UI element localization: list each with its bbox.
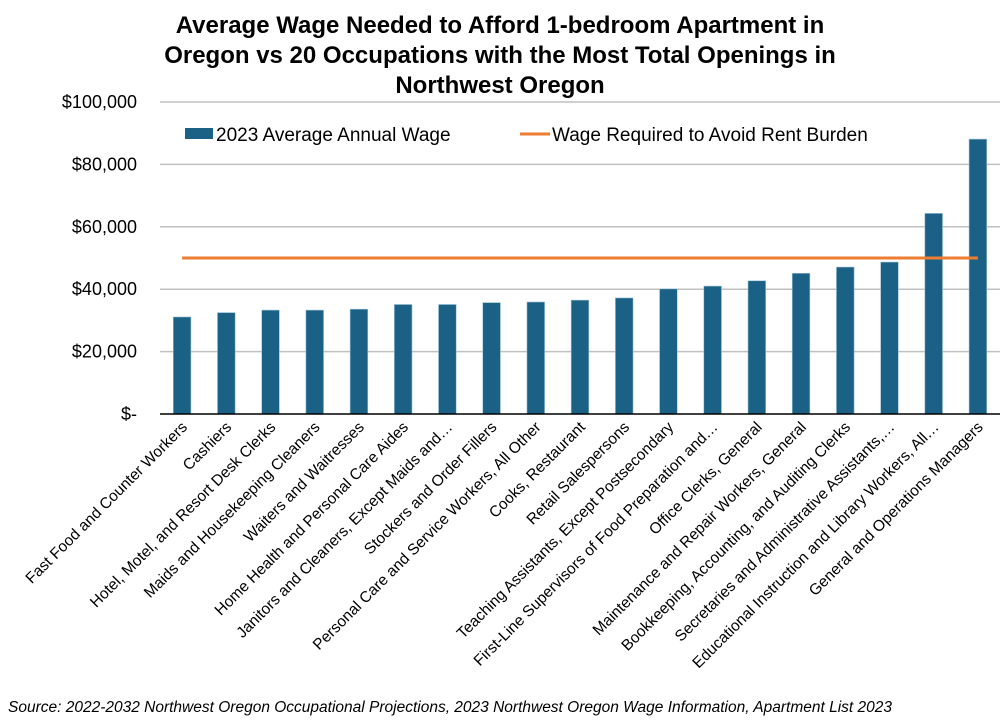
x-axis-labels: Fast Food and Counter WorkersCashiersHot… — [23, 418, 987, 672]
y-tick-label: $- — [121, 404, 137, 424]
bar — [526, 301, 545, 415]
bar — [305, 309, 324, 415]
legend-label-line: Wage Required to Avoid Rent Burden — [552, 125, 868, 146]
bar — [570, 299, 590, 415]
source-note: Source: 2022-2032 Northwest Oregon Occup… — [8, 699, 892, 716]
bar — [438, 304, 457, 415]
legend: 2023 Average Annual Wage Wage Required t… — [185, 125, 868, 146]
y-axis: $- $20,000 $40,000 $60,000 $80,000 $100,000 — [62, 92, 137, 424]
gridlines — [160, 101, 1000, 353]
y-tick-label: $80,000 — [72, 154, 137, 174]
y-tick-label: $40,000 — [72, 279, 137, 299]
bar — [747, 280, 766, 415]
legend-label-bar: 2023 Average Annual Wage — [216, 125, 451, 146]
bar — [172, 316, 192, 415]
chart-title-line-2: Oregon vs 20 Occupations with the Most T… — [164, 42, 836, 69]
bar — [217, 312, 236, 415]
bar-series — [172, 138, 988, 415]
x-tick-label: Fast Food and Counter Workers — [23, 419, 192, 588]
bar — [659, 288, 678, 415]
bar — [880, 261, 899, 415]
chart-title-line-1: Average Wage Needed to Afford 1-bedroom … — [176, 12, 825, 39]
bar — [482, 302, 501, 415]
bar — [394, 304, 413, 415]
bar — [791, 272, 811, 415]
bar — [924, 213, 943, 415]
bar — [703, 285, 722, 415]
bar — [349, 308, 369, 415]
y-tick-label: $60,000 — [72, 217, 137, 237]
chart-title-line-3: Northwest Oregon — [395, 72, 604, 99]
bar — [615, 297, 634, 415]
y-tick-label: $100,000 — [62, 92, 137, 112]
bar — [836, 266, 855, 415]
bar — [968, 138, 988, 415]
chart-title: Average Wage Needed to Afford 1-bedroom … — [164, 12, 836, 99]
bar — [261, 309, 280, 415]
y-tick-label: $20,000 — [72, 342, 137, 362]
legend-swatch-bar — [185, 128, 213, 139]
